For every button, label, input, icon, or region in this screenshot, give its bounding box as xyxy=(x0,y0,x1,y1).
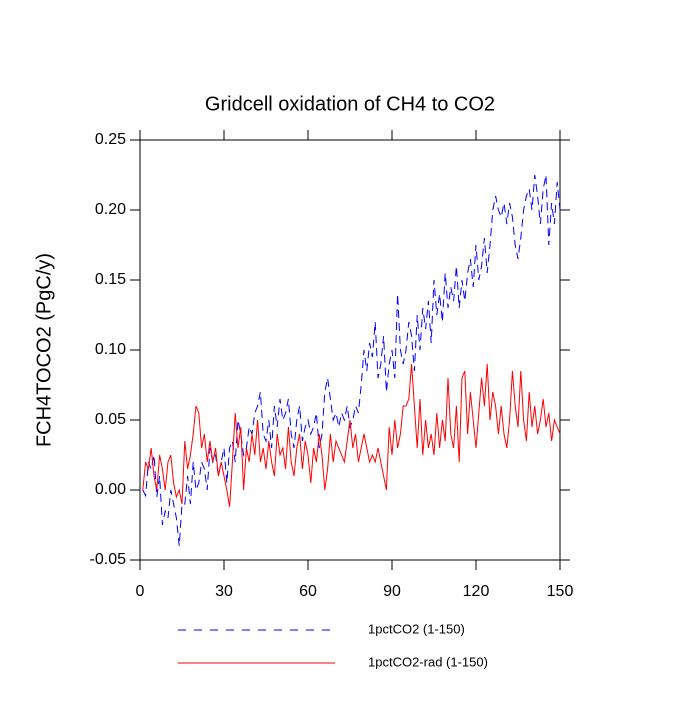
x-tick-label: 120 xyxy=(463,583,490,600)
y-tick-label: 0.15 xyxy=(95,271,126,288)
y-tick-label: 0.10 xyxy=(95,341,126,358)
legend-label: 1pctCO2 (1-150) xyxy=(368,621,465,636)
y-axis-label: FCH4TOCO2 (PgC/y) xyxy=(33,253,55,447)
y-tick-label: 0.05 xyxy=(95,411,126,428)
legend-label: 1pctCO2-rad (1-150) xyxy=(368,654,488,669)
x-tick-label: 0 xyxy=(136,583,145,600)
x-tick-label: 90 xyxy=(383,583,401,600)
y-tick-label: -0.05 xyxy=(90,551,127,568)
series-line xyxy=(142,363,561,507)
x-tick-label: 30 xyxy=(215,583,233,600)
chart-title: Gridcell oxidation of CH4 to CO2 xyxy=(205,93,495,115)
x-tick-label: 60 xyxy=(299,583,317,600)
series-line xyxy=(142,174,561,547)
y-tick-label: 0.25 xyxy=(95,131,126,148)
y-tick-label: 0.00 xyxy=(95,481,126,498)
x-tick-label: 150 xyxy=(547,583,574,600)
plot-frame xyxy=(139,139,561,561)
y-tick-label: 0.20 xyxy=(95,201,126,218)
